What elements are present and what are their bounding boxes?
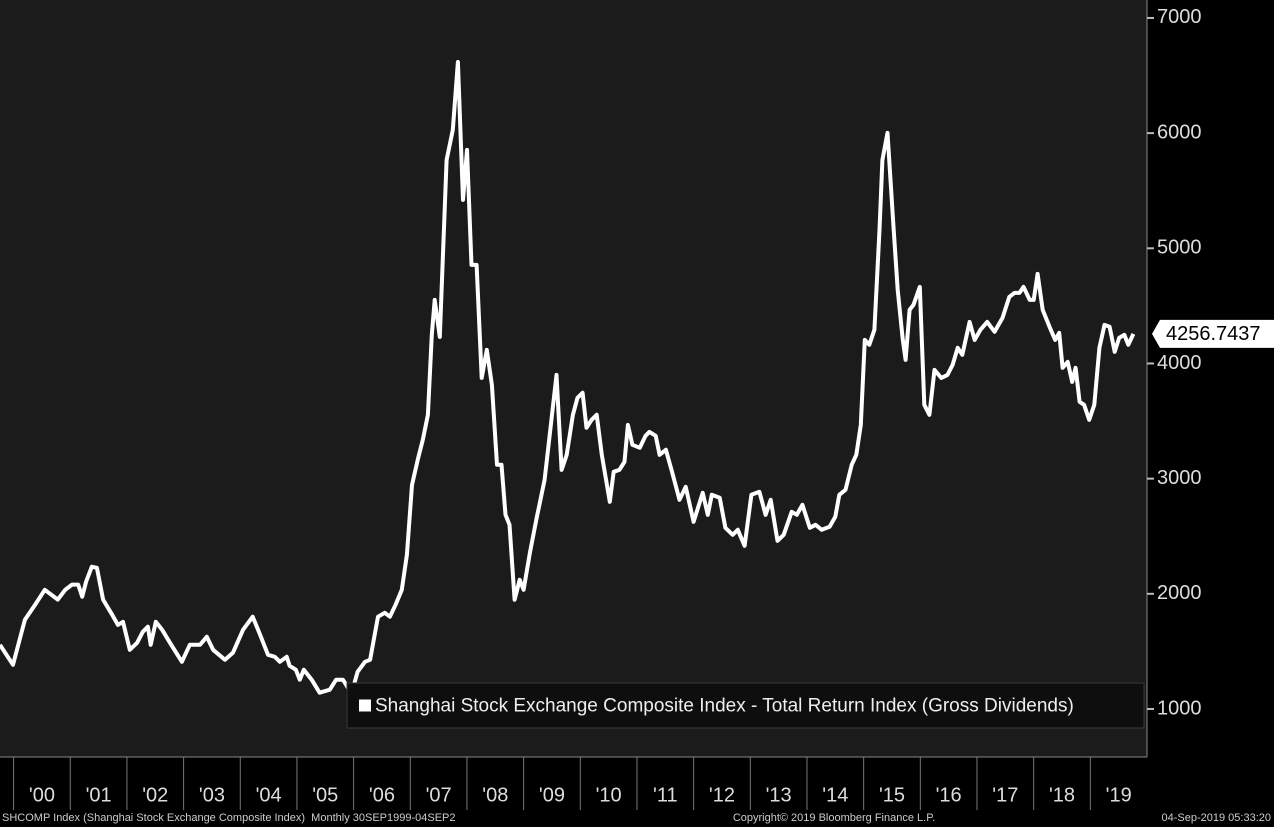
x-tick-label: '19 — [1106, 784, 1132, 806]
last-value-box — [1152, 319, 1274, 348]
x-tick-label: '06 — [369, 784, 395, 806]
y-tick-label: 3000 — [1157, 467, 1202, 489]
x-tick-label: '04 — [256, 784, 282, 806]
x-tick-label: '18 — [1049, 784, 1075, 806]
x-tick-label: '08 — [482, 784, 508, 806]
y-tick-label: 6000 — [1157, 121, 1202, 143]
legend-label: Shanghai Stock Exchange Composite Index … — [375, 696, 1074, 717]
x-tick-label: '05 — [312, 784, 338, 806]
x-tick-label: '03 — [199, 784, 225, 806]
x-tick-label: '09 — [539, 784, 565, 806]
x-tick-label: '12 — [709, 784, 735, 806]
x-tick-label: '16 — [936, 784, 962, 806]
line — [0, 60, 1136, 695]
y-tick-label: 4000 — [1157, 352, 1202, 374]
footer-center: Copyright© 2019 Bloomberg Finance L.P. — [733, 812, 935, 824]
x-tick-label: '15 — [879, 784, 905, 806]
last-value-label: 4256.7437 — [1166, 323, 1261, 345]
legend-swatch — [359, 699, 371, 712]
y-tick-label: 7000 — [1157, 6, 1202, 28]
legend-box — [346, 682, 1145, 729]
x-tick-label: '11 — [653, 784, 678, 806]
x-tick-label: '17 — [992, 784, 1018, 806]
x-tick-label: '14 — [822, 784, 848, 806]
x-tick-label: '10 — [596, 784, 622, 806]
x-tick-label: '00 — [29, 784, 55, 806]
y-tick-label: 2000 — [1157, 582, 1202, 604]
footer-left: SHCOMP Index (Shanghai Stock Exchange Co… — [2, 812, 456, 824]
y-tick-label: 5000 — [1157, 237, 1202, 259]
x-tick-label: '07 — [426, 784, 452, 806]
y-tick-label: 1000 — [1157, 697, 1202, 719]
x-tick-label: '02 — [142, 784, 168, 806]
x-tick-label: '13 — [766, 784, 792, 806]
x-tick-label: '01 — [86, 784, 112, 806]
footer-right: 04-Sep-2019 05:33:20 — [1162, 812, 1271, 824]
plot-area — [0, 0, 1147, 757]
